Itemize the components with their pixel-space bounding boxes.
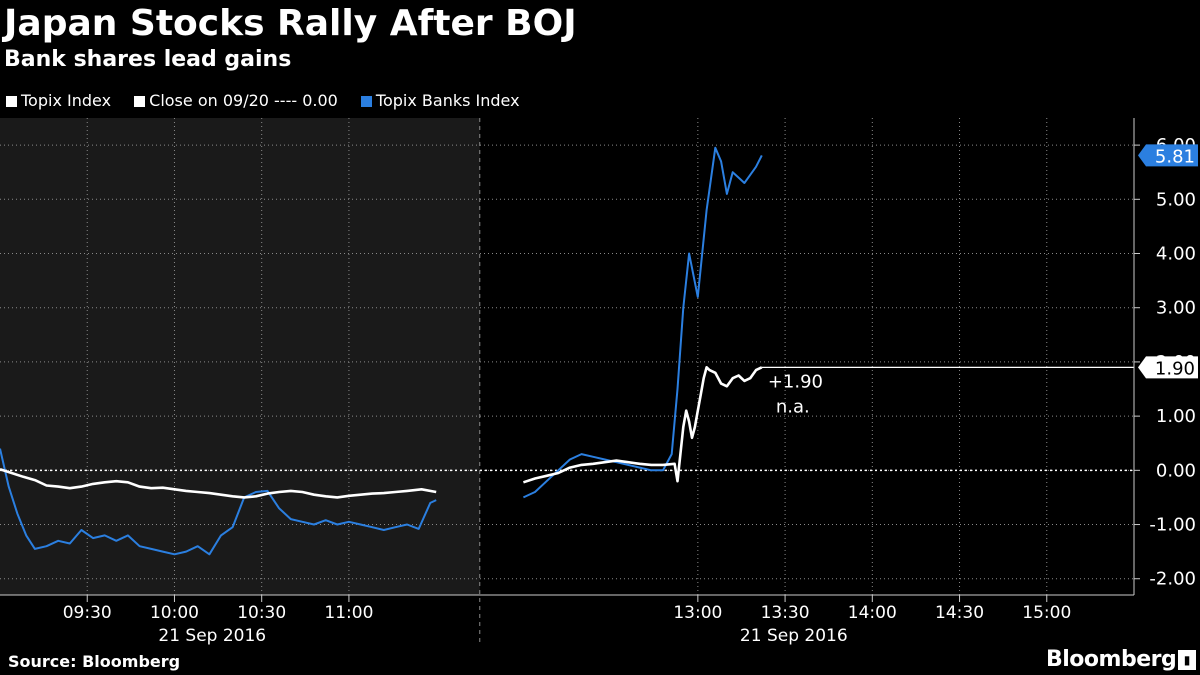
legend-swatch-topix xyxy=(6,95,17,107)
x-date-label-0: 21 Sep 2016 xyxy=(158,626,266,646)
legend-item-topix: Topix Index xyxy=(6,90,111,112)
y-tick-label-5: 1.00 xyxy=(1156,406,1196,427)
end-labels: 5.81 1.90 xyxy=(1138,144,1198,379)
annotation-topix-change: +1.90 xyxy=(768,371,823,392)
x-tick-label-0: 09:30 xyxy=(63,603,112,623)
annotation-na: n.a. xyxy=(776,396,810,417)
legend-item-banks: Topix Banks Index xyxy=(360,90,520,112)
legend: Topix Index Close on 09/20 ---- 0.00 Top… xyxy=(6,90,538,112)
y-tick-label-3: 3.00 xyxy=(1156,298,1196,319)
x-tick-label-5: 13:30 xyxy=(761,603,810,623)
source-note: Source: Bloomberg xyxy=(8,652,181,671)
legend-label-close: Close on 09/20 ---- 0.00 xyxy=(149,91,338,110)
y-tick-label-6: 0.00 xyxy=(1156,460,1196,481)
series-line-topix-index-afternoon xyxy=(522,365,763,484)
end-label-tag-topix-banks-index xyxy=(1138,144,1198,167)
x-tick-label-6: 14:00 xyxy=(848,603,897,623)
x-tick-label-3: 11:00 xyxy=(324,603,373,623)
legend-swatch-banks xyxy=(360,95,372,107)
legend-label-topix: Topix Index xyxy=(21,91,112,110)
series-line-topix-banks-index-morning xyxy=(0,448,437,556)
legend-swatch-close xyxy=(134,95,146,107)
series-layer xyxy=(0,146,763,556)
x-tick-label-1: 10:00 xyxy=(150,603,199,623)
y-tick-label-1: 5.00 xyxy=(1156,189,1196,210)
x-tick-label-4: 13:00 xyxy=(673,603,722,623)
brand-logo: Bloomberg xyxy=(1046,647,1177,672)
chart-subtitle: Bank shares lead gains xyxy=(4,47,292,72)
chart-title: Japan Stocks Rally After BOJ xyxy=(4,3,577,44)
x-tick-label-2: 10:30 xyxy=(237,603,286,623)
y-tick-label-7: -1.00 xyxy=(1149,515,1196,536)
x-tick-label-7: 14:30 xyxy=(935,603,984,623)
legend-label-banks: Topix Banks Index xyxy=(375,91,520,110)
morning-session-background xyxy=(0,118,480,595)
y-tick-label-2: 4.00 xyxy=(1156,244,1196,265)
legend-item-close: Close on 09/20 ---- 0.00 xyxy=(134,90,338,112)
x-date-label-1: 21 Sep 2016 xyxy=(740,626,848,646)
end-label-value-topix-banks-index: 5.81 xyxy=(1155,146,1195,167)
y-tick-label-8: -2.00 xyxy=(1149,569,1196,590)
end-label-value-topix-index: 1.90 xyxy=(1155,358,1195,379)
end-label-tag-topix-index xyxy=(1138,356,1198,379)
x-tick-label-8: 15:00 xyxy=(1022,603,1071,623)
bloomberg-terminal-icon: ▮ xyxy=(1178,650,1196,670)
series-line-topix-banks-index-afternoon xyxy=(522,146,763,499)
x-axis-ticks: 09:30 10:00 10:30 11:00 13:00 13:30 14:00 14:30… xyxy=(63,595,1071,646)
series-line-topix-index-morning xyxy=(0,467,437,499)
